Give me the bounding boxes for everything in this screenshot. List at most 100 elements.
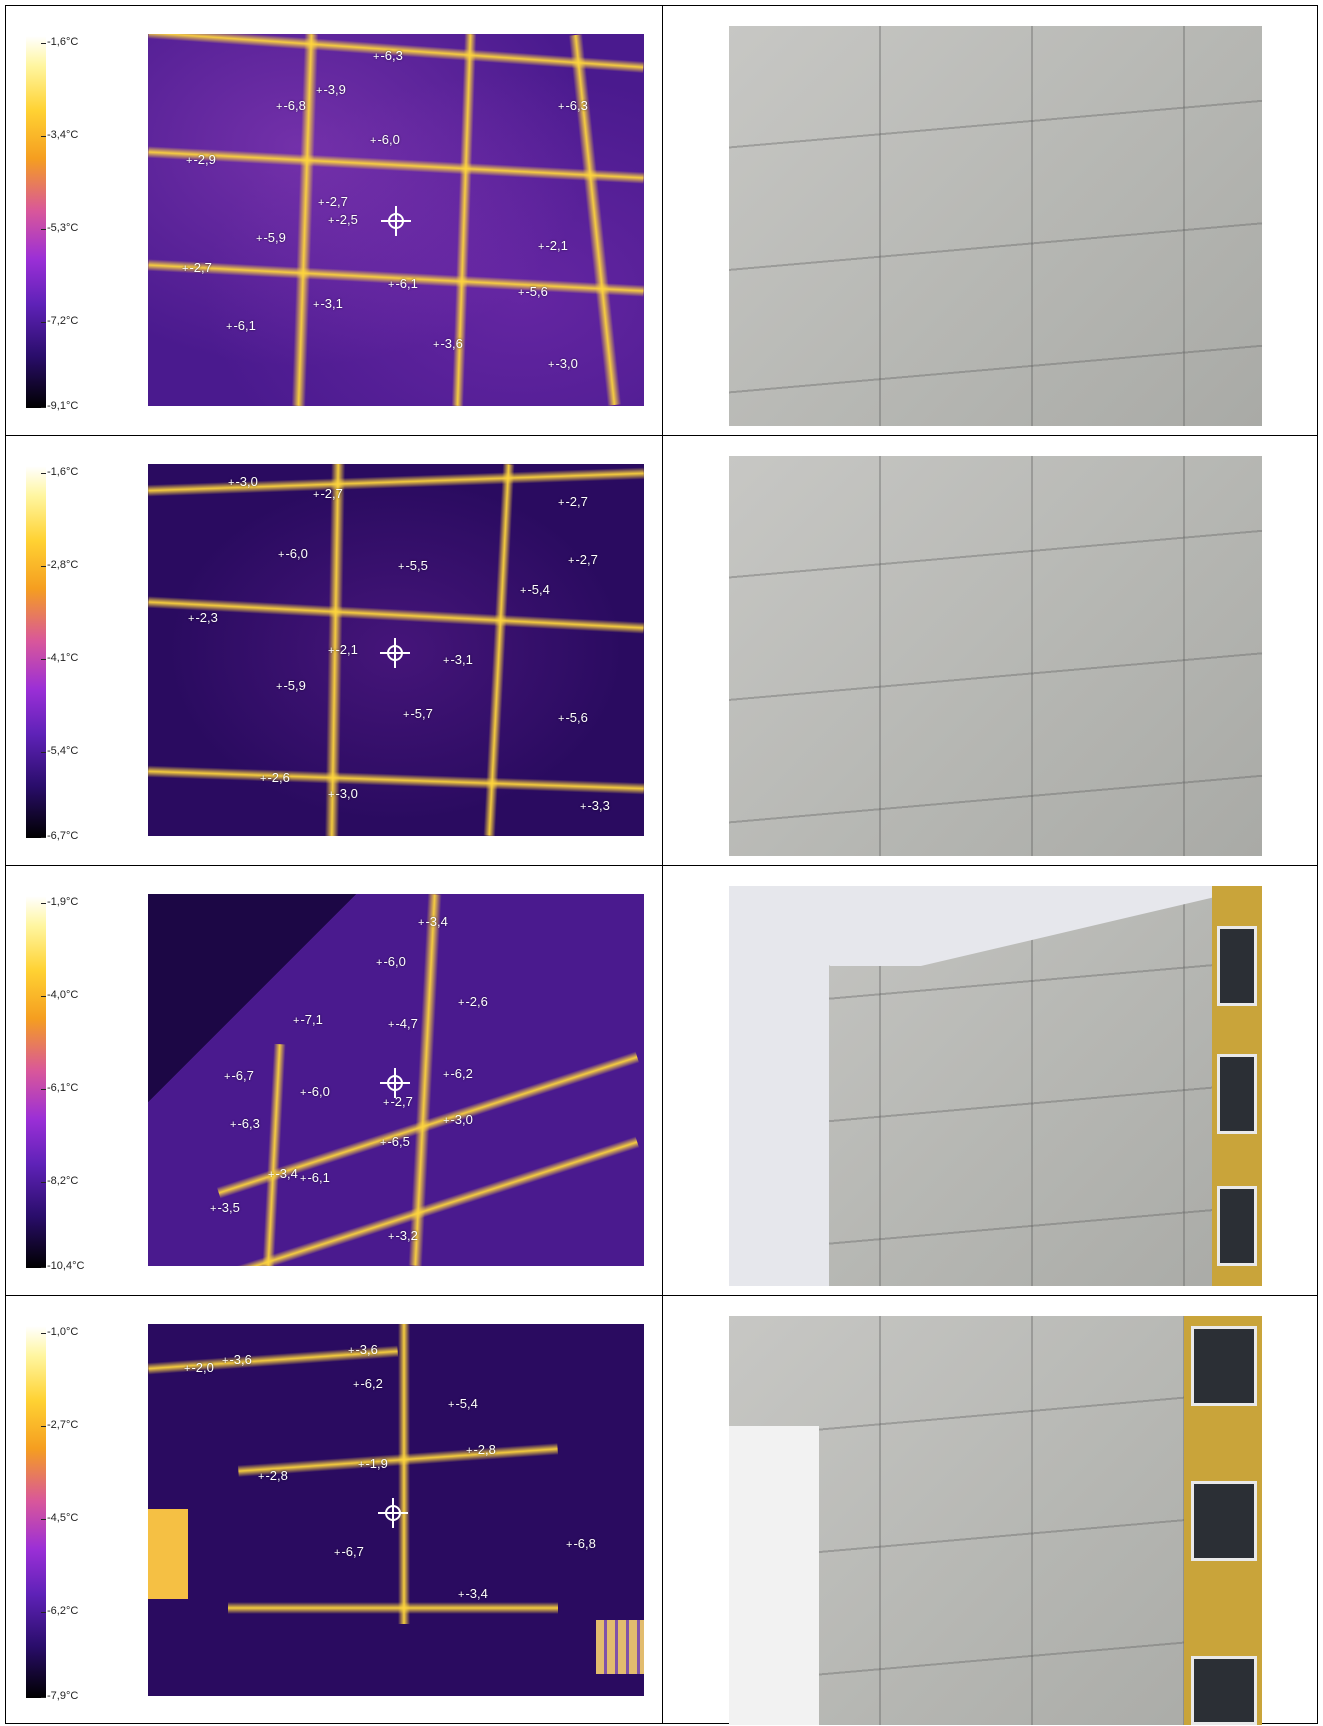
temperature-scale-bar	[26, 36, 46, 408]
temperature-reading: -3,3	[580, 798, 609, 813]
temperature-reading: -6,2	[443, 1066, 472, 1081]
photo-cell-4	[663, 1296, 1319, 1725]
crosshair-icon	[381, 206, 411, 236]
heat-seam	[148, 765, 644, 795]
temperature-scale-bar	[26, 1326, 46, 1698]
photo-cell-2	[663, 436, 1319, 865]
temperature-reading: -3,0	[443, 1112, 472, 1127]
temperature-reading: -6,8	[566, 1536, 595, 1551]
temperature-reading: -3,4	[268, 1166, 297, 1181]
scale-tick: -4,0°C	[40, 989, 79, 1001]
scale-tick: -3,4°C	[40, 129, 79, 141]
window	[1217, 926, 1257, 1006]
heat-seam	[228, 1602, 558, 1614]
temperature-reading: -2,7	[313, 486, 342, 501]
row-divider	[6, 865, 1317, 866]
temperature-reading: -3,0	[548, 356, 577, 371]
heat-seam	[148, 596, 644, 634]
thermogram-comparison-table: -1,6°C -3,4°C -5,3°C -7,2°C -9,1°C -6,3 …	[5, 5, 1319, 1725]
temperature-reading: -6,3	[558, 98, 587, 113]
crosshair-icon	[378, 1498, 408, 1528]
scale-tick: -8,2°C	[40, 1175, 79, 1187]
sky	[729, 886, 829, 1286]
temperature-reading: -6,3	[230, 1116, 259, 1131]
heat-seam	[148, 467, 644, 497]
scale-tick: -1,0°C	[40, 1326, 79, 1338]
crosshair-icon	[380, 638, 410, 668]
temperature-reading: -2,1	[538, 238, 567, 253]
scale-tick: -6,2°C	[40, 1605, 79, 1617]
scale-tick: -7,9°C	[40, 1690, 79, 1702]
scale-tick: -9,1°C	[40, 400, 79, 412]
scale-tick: -4,5°C	[40, 1512, 79, 1524]
temperature-reading: -5,6	[558, 710, 587, 725]
temperature-reading: -6,0	[278, 546, 307, 561]
temperature-reading: -2,7	[182, 260, 211, 275]
temperature-reading: -5,9	[256, 230, 285, 245]
temperature-reading: -3,9	[316, 82, 345, 97]
thermogram-cell-2: -1,6°C -2,8°C -4,1°C -5,4°C -6,7°C -3,0 …	[6, 436, 662, 865]
facade-photo	[729, 456, 1262, 856]
crosshair-icon	[380, 1068, 410, 1098]
scale-tick: -2,7°C	[40, 1419, 79, 1431]
facade-photo	[729, 886, 1262, 1286]
temperature-reading: -2,8	[258, 1468, 287, 1483]
window	[1191, 1656, 1257, 1725]
window	[1217, 1054, 1257, 1134]
scale-tick: -5,4°C	[40, 745, 79, 757]
facade-photo	[729, 26, 1262, 426]
temperature-reading: -6,7	[334, 1544, 363, 1559]
heat-seam	[398, 1324, 410, 1624]
temperature-reading: -6,7	[224, 1068, 253, 1083]
temperature-reading: -6,2	[353, 1376, 382, 1391]
temperature-reading: -6,1	[226, 318, 255, 333]
scale-tick: -1,6°C	[40, 466, 79, 478]
scale-tick: -6,1°C	[40, 1082, 79, 1094]
temperature-scale-bar	[26, 896, 46, 1268]
heat-seam	[291, 34, 319, 406]
temperature-reading: -3,4	[418, 914, 447, 929]
temperature-reading: -3,6	[348, 1342, 377, 1357]
temperature-reading: -7,1	[293, 1012, 322, 1027]
temperature-reading: -6,8	[276, 98, 305, 113]
thermogram-cell-3: -1,9°C -4,0°C -6,1°C -8,2°C -10,4°C -3,4…	[6, 866, 662, 1295]
temperature-reading: -6,1	[300, 1170, 329, 1185]
temperature-reading: -3,6	[222, 1352, 251, 1367]
photo-cell-3	[663, 866, 1319, 1295]
scale-tick: -10,4°C	[40, 1260, 85, 1272]
heat-seam	[262, 1043, 286, 1266]
thermogram-image: -3,0 -2,7 -2,7 -6,0 -5,5 -2,7 -5,4 -2,3 …	[148, 464, 644, 836]
thermogram-image: -6,3 -3,9 -6,8 -6,3 -6,0 -2,9 -2,7 -2,5 …	[148, 34, 644, 406]
temperature-reading: -1,9	[358, 1456, 387, 1471]
scale-tick: -2,8°C	[40, 559, 79, 571]
temperature-scale-bar	[26, 466, 46, 838]
temperature-reading: -2,6	[458, 994, 487, 1009]
temperature-reading: -2,0	[184, 1360, 213, 1375]
scale-tick: -5,3°C	[40, 222, 79, 234]
scale-tick: -7,2°C	[40, 315, 79, 327]
temperature-reading: -6,5	[380, 1134, 409, 1149]
temperature-reading: -2,3	[188, 610, 217, 625]
photo-cell-1	[663, 6, 1319, 435]
thermogram-image: -3,4 -6,0 -2,6 -7,1 -4,7 -6,7 -6,0 -6,2 …	[148, 894, 644, 1266]
temperature-reading: -2,8	[466, 1442, 495, 1457]
thermogram-image: -3,6 -2,0 -3,6 -6,2 -5,4 -1,9 -2,8 -2,8 …	[148, 1324, 644, 1696]
temperature-reading: -2,1	[328, 642, 357, 657]
temperature-reading: -3,1	[313, 296, 342, 311]
window	[1191, 1481, 1257, 1561]
scale-tick: -1,9°C	[40, 896, 79, 908]
row-divider	[6, 1295, 1317, 1296]
temperature-reading: -5,7	[403, 706, 432, 721]
temperature-reading: -2,6	[260, 770, 289, 785]
temperature-reading: -3,0	[228, 474, 257, 489]
heat-seam	[148, 146, 644, 184]
thermogram-cell-1: -1,6°C -3,4°C -5,3°C -7,2°C -9,1°C -6,3 …	[6, 6, 662, 435]
facade-photo	[729, 1316, 1262, 1725]
temperature-reading: -6,0	[376, 954, 405, 969]
temperature-reading: -5,4	[520, 582, 549, 597]
temperature-reading: -5,9	[276, 678, 305, 693]
warm-window	[148, 1509, 188, 1599]
heat-seam	[568, 34, 622, 406]
temperature-reading: -6,0	[300, 1084, 329, 1099]
temperature-reading: -2,7	[383, 1094, 412, 1109]
